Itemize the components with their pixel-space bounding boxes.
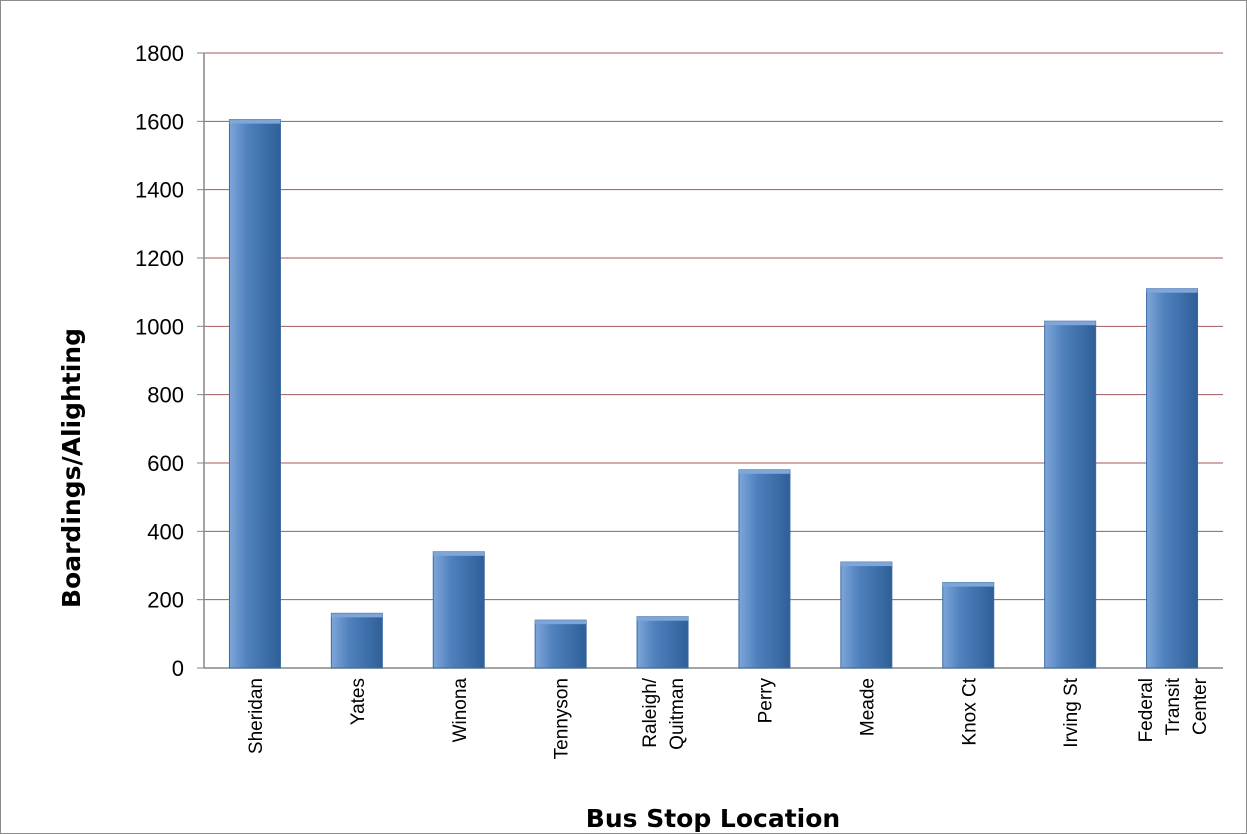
- y-tick-label: 200: [147, 588, 184, 613]
- x-category-label: Raleigh/: [640, 677, 661, 747]
- bar: [636, 616, 689, 669]
- bar-top-highlight: [942, 582, 994, 587]
- x-category-labels: Sheridan Yates Winona Tennyson Raleigh/Quitm…: [246, 677, 1211, 759]
- x-category-label: Knox Ct: [959, 677, 980, 745]
- bar: [738, 469, 791, 669]
- y-tick-label: 800: [147, 383, 184, 408]
- y-tick-label: 0: [172, 656, 184, 681]
- bar-top-highlight: [637, 616, 689, 621]
- y-tick-label: 1600: [135, 109, 184, 134]
- bar: [330, 612, 383, 669]
- x-category-label: Tennyson: [552, 678, 573, 759]
- bar: [228, 119, 281, 669]
- x-category-label: Meade: [857, 678, 878, 736]
- x-axis-title: Bus Stop Location: [586, 804, 840, 833]
- x-category-label: Federal: [1136, 678, 1157, 742]
- y-tick-label: 1800: [135, 41, 184, 66]
- bar: [1044, 320, 1097, 669]
- bar: [1146, 288, 1199, 669]
- bar-top-highlight: [1146, 288, 1198, 293]
- x-category-label: Quitman: [667, 678, 688, 750]
- bars: [228, 119, 1199, 669]
- x-category-label: Irving St: [1061, 677, 1082, 747]
- bar: [534, 619, 587, 669]
- y-tick-labels: 0 200 400 600 800 1000 1200 1400 1600 1800: [135, 41, 184, 681]
- bar-top-highlight: [738, 469, 790, 474]
- bar-top-highlight: [1044, 321, 1096, 326]
- bar-top-highlight: [535, 620, 587, 625]
- y-tick-label: 1000: [135, 314, 184, 339]
- bar-top-highlight: [840, 562, 892, 567]
- y-tick-label: 600: [147, 451, 184, 476]
- bar-top-highlight: [331, 613, 383, 618]
- y-tick-label: 1200: [135, 246, 184, 271]
- x-category-label: Perry: [755, 678, 776, 724]
- x-category-label: Center: [1190, 677, 1211, 735]
- bar: [840, 561, 893, 669]
- x-category-label: Transit: [1163, 677, 1184, 735]
- bar: [432, 551, 485, 669]
- x-category-label: Sheridan: [246, 678, 267, 754]
- bar: [942, 582, 995, 669]
- y-tick-label: 1400: [135, 178, 184, 203]
- y-axis-title: Boardings/Alighting: [57, 328, 86, 608]
- bar-top-highlight: [433, 551, 485, 556]
- bar-top-highlight: [229, 119, 281, 124]
- x-category-label: Winona: [450, 678, 471, 743]
- y-tick-label: 400: [147, 519, 184, 544]
- x-category-label: Yates: [348, 678, 369, 725]
